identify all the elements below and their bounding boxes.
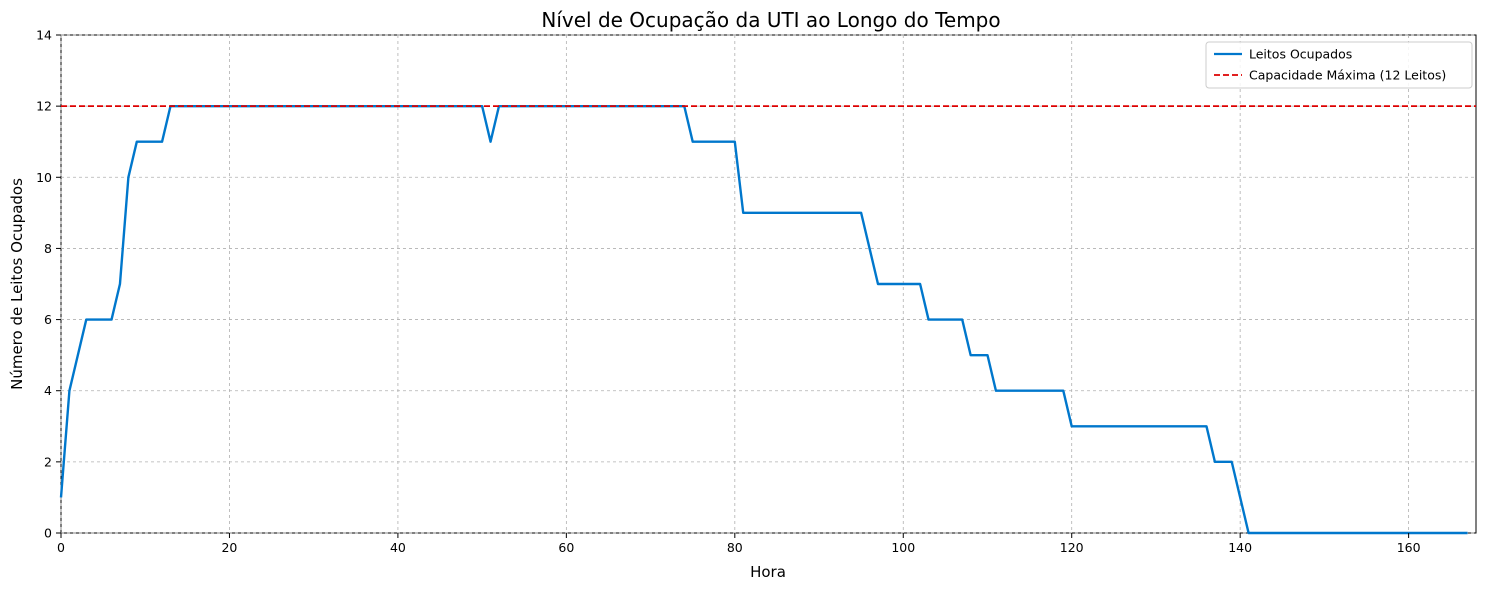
- legend: Leitos Ocupados Capacidade Máxima (12 Le…: [1205, 41, 1473, 89]
- x-axis-label: Hora: [750, 563, 786, 581]
- y-tick-label: 12: [36, 99, 52, 114]
- chart-title: Nível de Ocupação da UTI ao Longo do Tem…: [541, 8, 1000, 32]
- y-tick-label: 0: [44, 526, 52, 541]
- x-tick-label: 120: [1060, 540, 1084, 555]
- x-tick-label: 60: [558, 540, 574, 555]
- grid-lines: [60, 34, 1476, 534]
- y-tick-label: 14: [36, 28, 52, 43]
- plot-area-frame: [60, 34, 1477, 534]
- axes: 0 20 40 60 80 100 120 140 160 0 2 4 6 8 10 12 14: [36, 28, 1421, 556]
- x-tick-label: 140: [1228, 540, 1252, 555]
- y-tick-label: 2: [44, 454, 52, 469]
- x-tick-label: 160: [1397, 540, 1421, 555]
- legend-label-leitos-ocupados: Leitos Ocupados: [1249, 47, 1352, 62]
- y-tick-label: 10: [36, 170, 52, 185]
- y-tick-label: 6: [44, 312, 52, 327]
- y-tick-label: 8: [44, 241, 52, 256]
- y-axis-label: Número de Leitos Ocupados: [8, 178, 26, 390]
- x-tick-label: 40: [390, 540, 406, 555]
- x-tick-label: 80: [727, 540, 743, 555]
- x-tick-label: 20: [221, 540, 237, 555]
- y-tick-label: 4: [44, 383, 52, 398]
- series-line-leitos-ocupados: [59, 104, 1468, 535]
- series-layer: [59, 104, 1476, 535]
- x-tick-label: 0: [57, 540, 65, 555]
- legend-box: [1205, 41, 1473, 89]
- x-tick-label: 100: [891, 540, 915, 555]
- legend-label-capacidade-maxima: Capacidade Máxima (12 Leitos): [1249, 68, 1446, 83]
